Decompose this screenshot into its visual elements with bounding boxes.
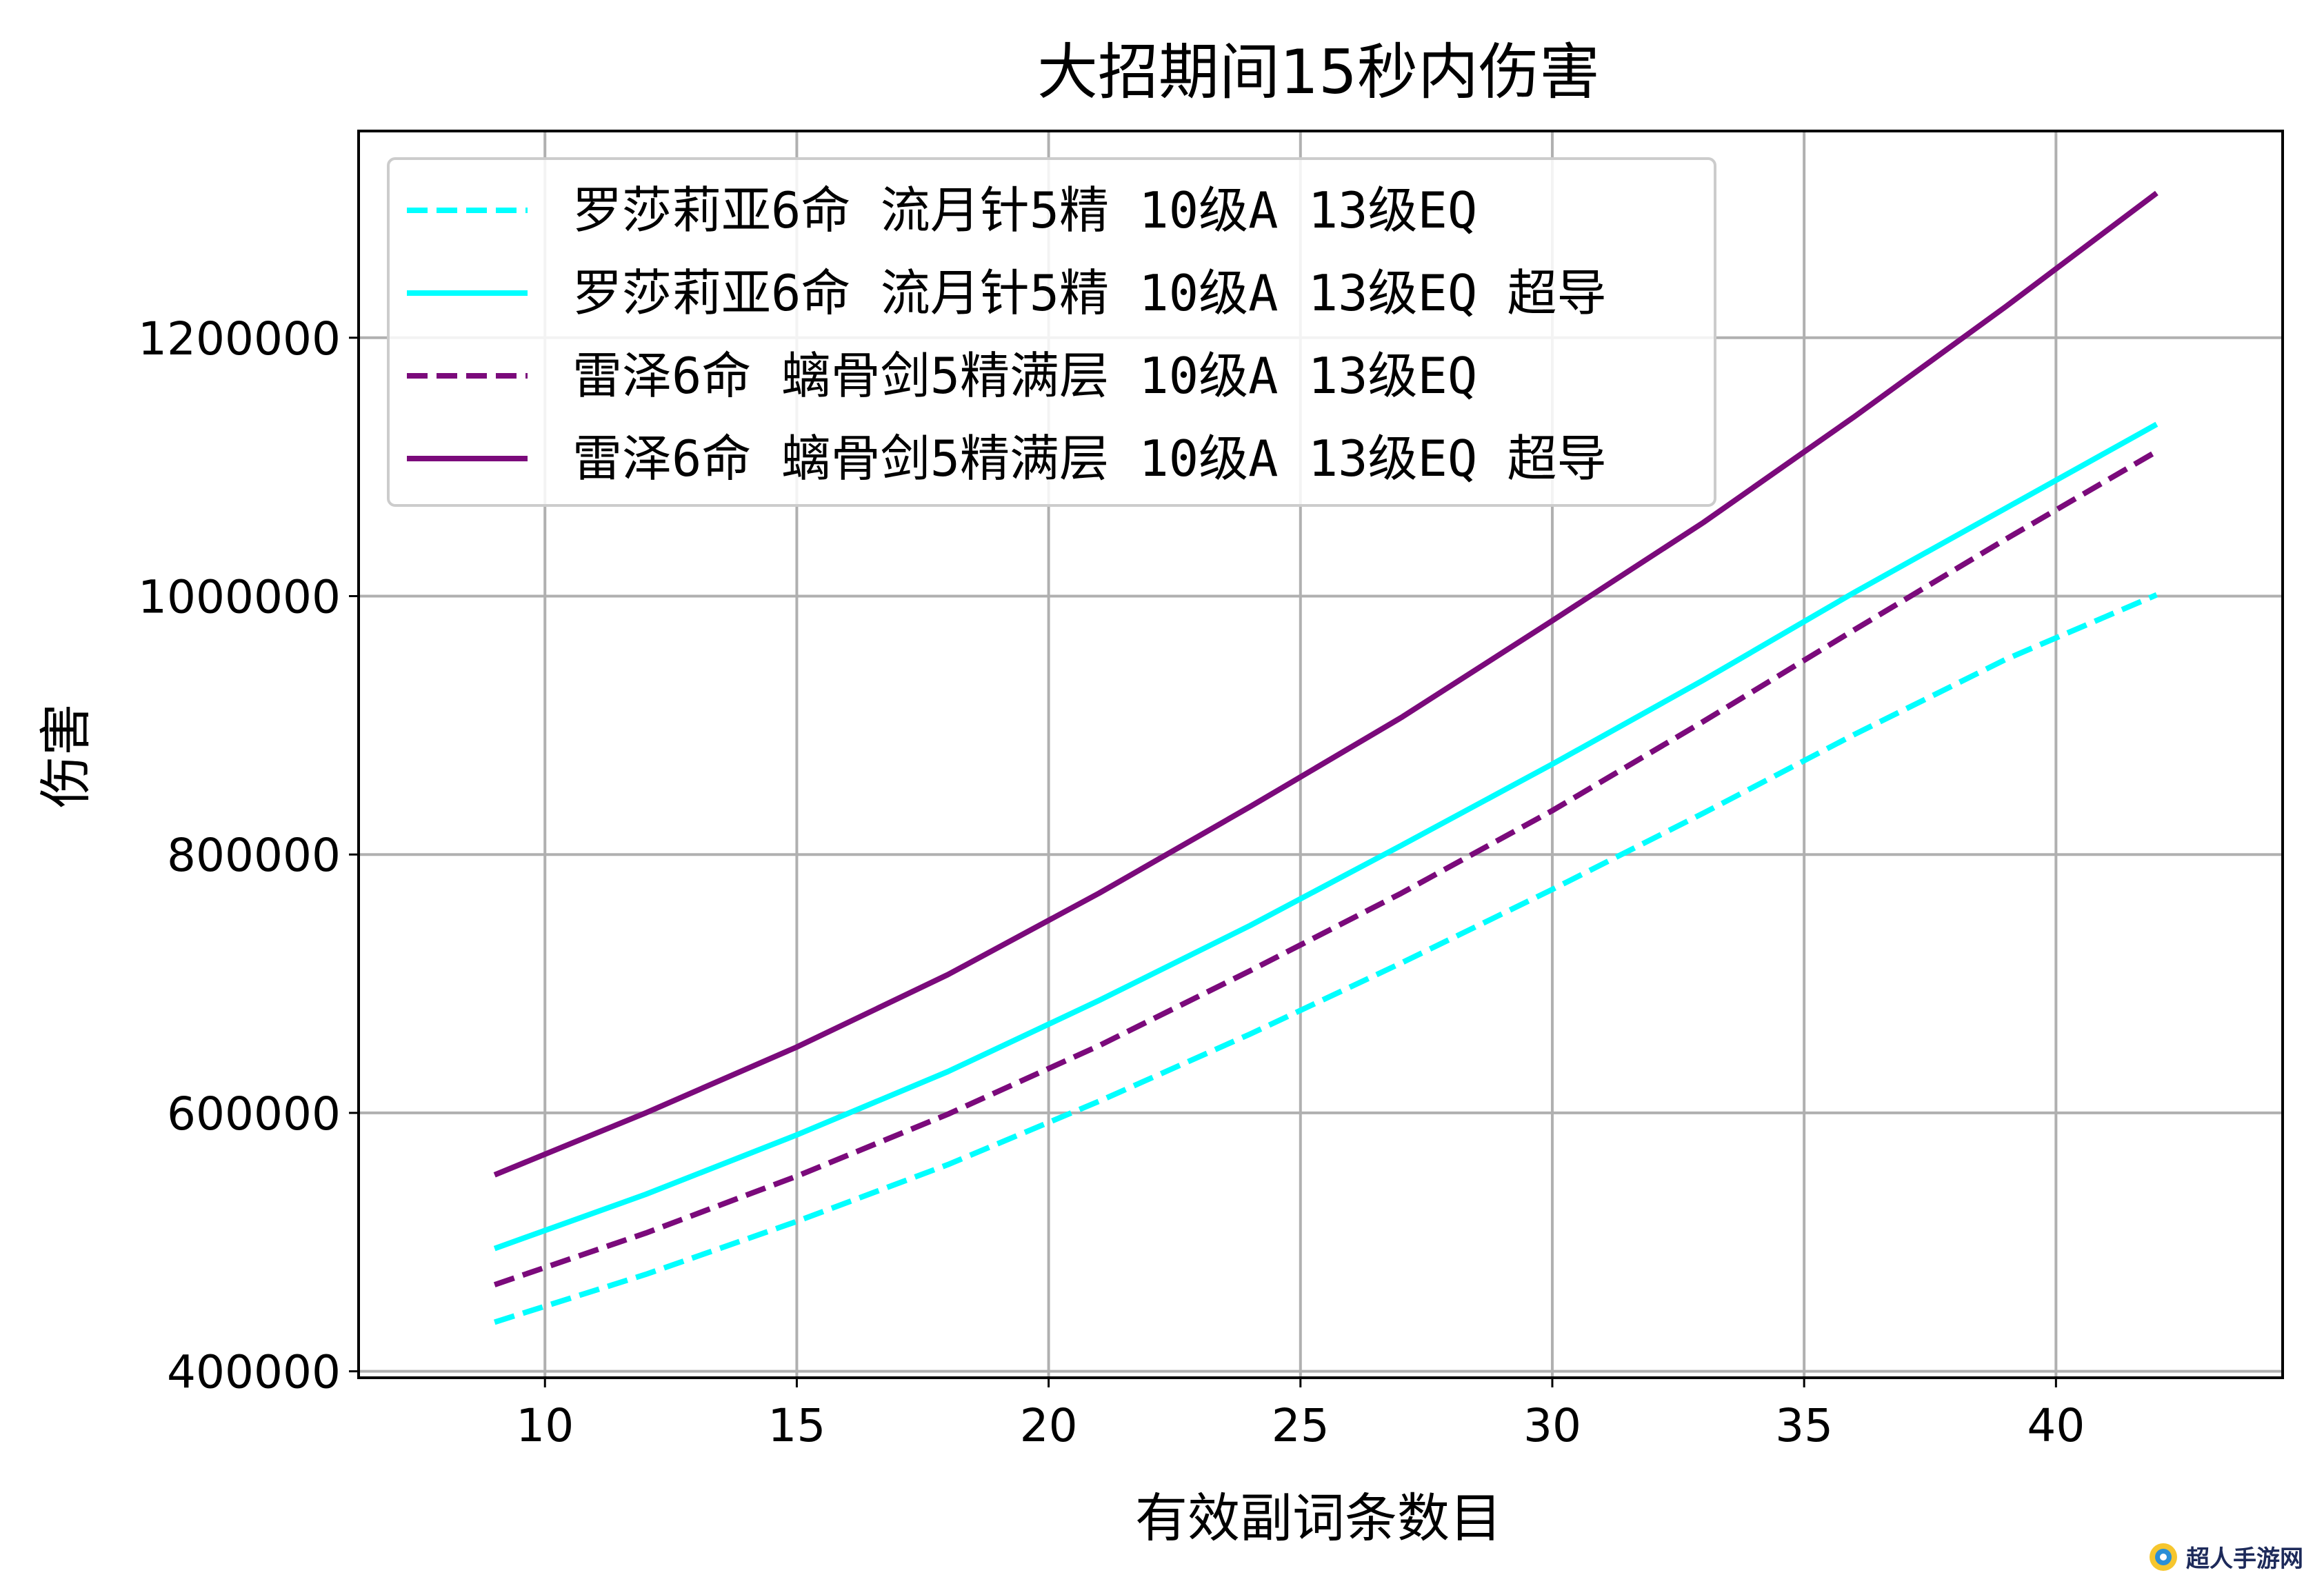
legend-label-3: 雷泽6命 螭骨剑5精满层 10级A 13级EQ bbox=[572, 347, 1477, 405]
x-tick-label: 20 bbox=[1020, 1399, 1078, 1452]
y-tick-label: 1000000 bbox=[138, 570, 341, 623]
legend: 罗莎莉亚6命 流月针5精 10级A 13级EQ 罗莎莉亚6命 流月针5精 10级A… bbox=[387, 157, 1716, 507]
plot-frame bbox=[357, 130, 2284, 1379]
watermark: 超人手游网 bbox=[2147, 1540, 2303, 1574]
y-tick-label: 600000 bbox=[167, 1087, 341, 1141]
watermark-logo-icon bbox=[2150, 1543, 2177, 1571]
x-tick-label: 30 bbox=[1523, 1399, 1581, 1452]
axis-ticks: 10 15 20 25 30 35 40 400000 600000 800000 1000000 1… bbox=[138, 312, 2085, 1452]
y-tick-label: 800000 bbox=[167, 829, 341, 882]
x-tick-label: 40 bbox=[2027, 1399, 2085, 1452]
x-tick-label: 15 bbox=[768, 1399, 825, 1452]
y-axis-label: 伤害 bbox=[35, 703, 97, 808]
series-line-3 bbox=[493, 449, 2158, 1287]
y-tick-label: 400000 bbox=[167, 1346, 341, 1399]
legend-label-2: 罗莎莉亚6命 流月针5精 10级A 13级EQ 超导 bbox=[572, 264, 1607, 322]
x-tick-label: 25 bbox=[1272, 1399, 1330, 1452]
legend-label-4: 雷泽6命 螭骨剑5精满层 10级A 13级EQ 超导 bbox=[572, 430, 1607, 488]
watermark-text: 超人手游网 bbox=[2186, 1545, 2303, 1573]
chart-title: 大招期间15秒内伤害 bbox=[1037, 37, 1600, 108]
x-tick-label: 35 bbox=[1775, 1399, 1833, 1452]
x-tick-label: 10 bbox=[516, 1399, 574, 1452]
series-lines bbox=[493, 190, 2158, 1325]
legend-label-1: 罗莎莉亚6命 流月针5精 10级A 13级EQ bbox=[572, 181, 1477, 239]
series-line-4 bbox=[493, 190, 2158, 1178]
y-tick-label: 1200000 bbox=[138, 312, 341, 365]
legend-box bbox=[387, 157, 1716, 507]
x-axis-label: 有效副词条数目 bbox=[1135, 1487, 1502, 1549]
series-line-1 bbox=[493, 592, 2158, 1325]
series-line-2 bbox=[493, 421, 2158, 1252]
